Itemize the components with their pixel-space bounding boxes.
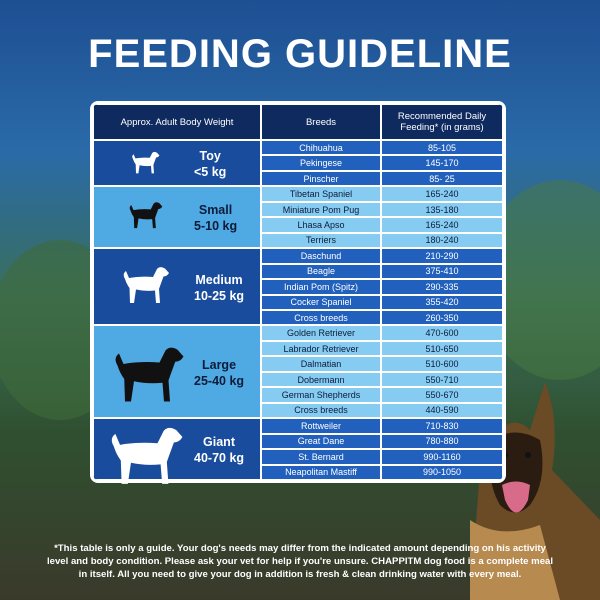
group-size: Medium	[195, 272, 243, 287]
feeding-cell: 710-830	[381, 418, 503, 434]
breed-cell: Pinscher	[261, 170, 381, 187]
feeding-cell: 85-105	[381, 140, 503, 156]
breed-cell: Dobermann	[261, 371, 381, 388]
feeding-cell: 165-240	[381, 217, 503, 233]
title: FEEDING GUIDELINE	[88, 32, 512, 76]
feeding-cell: 145-170	[381, 155, 503, 171]
header-cell: Breeds	[261, 104, 381, 140]
feeding-cell: 85- 25	[381, 170, 503, 187]
breed-cell: Daschund	[261, 248, 381, 264]
group-label: Large 25-40 kg	[194, 357, 244, 389]
group-size: Giant	[203, 435, 235, 450]
feeding-cell: 210-290	[381, 248, 503, 264]
feeding-table: Approx. Adult Body Weight Breeds Recommend…	[90, 101, 506, 483]
breed-cell: Pekingese	[261, 155, 381, 171]
group-cell: Large 25-40 kg	[93, 325, 261, 419]
group-label: Giant 40-70 kg	[194, 434, 244, 466]
header-cell: Approx. Adult Body Weight	[93, 104, 261, 140]
breed-cell: Cross breeds	[261, 402, 381, 419]
footnote-line: in itself. All you need to give your dog…	[78, 569, 522, 580]
group-cell: Medium 10-25 kg	[93, 248, 261, 326]
feeding-cell: 470-600	[381, 325, 503, 341]
footnote: *This table is only a guide. Your dog's …	[0, 542, 600, 581]
breed-cell: Cocker Spaniel	[261, 294, 381, 310]
group-weight: 10-25 kg	[194, 288, 245, 303]
footnote-line: level and body condition. Please ask you…	[46, 556, 554, 567]
breed-cell: Neapolitan Mastiff	[261, 464, 381, 480]
feeding-cell: 440-590	[381, 402, 503, 419]
feeding-cell: 260-350	[381, 310, 503, 326]
feeding-cell: 510-650	[381, 340, 503, 357]
group-label: Small 5-10 kg	[194, 202, 237, 234]
breed-cell: Indian Pom (Spitz)	[261, 279, 381, 295]
group-size: Large	[201, 357, 237, 372]
feeding-cell: 180-240	[381, 232, 503, 249]
footnote-line: *This table is only a guide. Your dog's …	[54, 543, 546, 554]
feeding-cell: 990-1050	[381, 464, 503, 480]
group-size: Toy	[199, 149, 221, 164]
group-weight: 5-10 kg	[194, 219, 238, 234]
group-cell: Toy <5 kg	[93, 140, 261, 187]
group-label: Medium 10-25 kg	[194, 272, 244, 304]
breed-cell: Rottweiler	[261, 418, 381, 434]
group-cell: Small 5-10 kg	[93, 186, 261, 249]
feeding-cell: 990-1160	[381, 449, 503, 465]
feeding-cell: 550-670	[381, 387, 503, 403]
feeding-cell: 355-420	[381, 294, 503, 310]
feeding-cell: 135-180	[381, 201, 503, 218]
feeding-cell: 510-600	[381, 356, 503, 372]
breed-cell: Beagle	[261, 263, 381, 280]
group-weight: 25-40 kg	[194, 373, 245, 388]
breed-cell: Lhasa Apso	[261, 217, 381, 233]
group-label: Toy <5 kg	[194, 148, 226, 180]
breed-cell: German Shepherds	[261, 387, 381, 403]
breed-cell: Miniature Pom Pug	[261, 201, 381, 218]
feeding-cell: 165-240	[381, 186, 503, 202]
breed-cell: Cross breeds	[261, 310, 381, 326]
breed-cell: Labrador Retriever	[261, 340, 381, 357]
feeding-cell: 780-880	[381, 433, 503, 450]
breed-cell: Golden Retriever	[261, 325, 381, 341]
feeding-cell: 375-410	[381, 263, 503, 280]
header-cell: Recommended Daily Feeding* (in grams)	[381, 104, 503, 140]
breed-cell: Terriers	[261, 232, 381, 249]
group-weight: <5 kg	[194, 165, 227, 180]
group-size: Small	[198, 203, 233, 218]
breed-cell: Tibetan Spaniel	[261, 186, 381, 202]
breed-cell: St. Bernard	[261, 449, 381, 465]
breed-cell: Dalmatian	[261, 356, 381, 372]
feeding-cell: 550-710	[381, 371, 503, 388]
feeding-cell: 290-335	[381, 279, 503, 295]
group-weight: 40-70 kg	[194, 451, 245, 466]
breed-cell: Great Dane	[261, 433, 381, 450]
group-cell: Giant 40-70 kg	[93, 418, 261, 480]
breed-cell: Chihuahua	[261, 140, 381, 156]
